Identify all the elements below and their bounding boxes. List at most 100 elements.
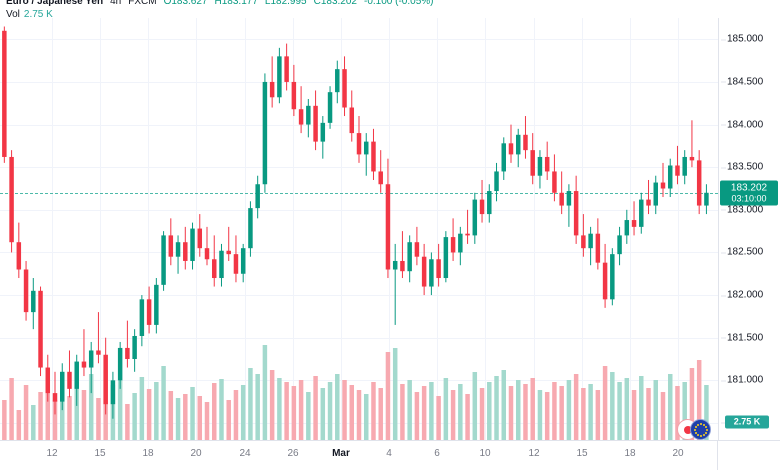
candle-body-bullish (110, 380, 116, 405)
eu-star (700, 423, 702, 426)
volume-bar (291, 386, 297, 440)
candle-body-bullish (624, 220, 630, 236)
candle-body-bearish (38, 290, 43, 368)
grid-line-horizontal (0, 167, 718, 169)
volume-badge[interactable]: 2.75 K (725, 415, 769, 429)
volume-bar (400, 384, 405, 440)
current-price-value: 183.202 (730, 182, 768, 194)
candle-body-bullish (117, 347, 123, 381)
volume-bar (9, 378, 14, 440)
candle-body-bearish (559, 192, 564, 206)
candle-body-bullish (154, 284, 159, 325)
volume-bar (226, 400, 231, 440)
candle-body-bearish (146, 299, 152, 325)
volume-bar (117, 380, 123, 440)
eu-star (700, 434, 702, 437)
candle-body-bullish (588, 233, 593, 249)
grid-line-vertical (293, 18, 294, 440)
volume-bar (646, 388, 651, 440)
volume-bar (284, 382, 289, 440)
price-tick-mark (721, 422, 726, 424)
volume-bar (38, 392, 43, 440)
volume-bar (197, 396, 203, 440)
volume-bar (139, 377, 145, 440)
candle-body-bearish (646, 199, 651, 206)
grid-line-vertical (630, 18, 631, 440)
volume-bar (559, 386, 564, 440)
volume-bar (349, 385, 355, 440)
current-price-time: 03:10:00 (731, 193, 767, 204)
eu-star (695, 431, 698, 434)
volume-bar (255, 374, 260, 440)
candle-body-bearish (291, 81, 297, 110)
volume-bar (385, 352, 391, 440)
volume-bar (96, 398, 101, 440)
time-tick-label: 15 (576, 448, 588, 459)
price-tick-mark (721, 124, 726, 126)
time-tick-label: 26 (287, 448, 299, 459)
candle-body-bullish (639, 199, 644, 227)
symbol-label[interactable]: Euro / Japanese Yen (6, 0, 104, 7)
candle-body-bullish (407, 242, 412, 272)
volume-bar (190, 387, 195, 440)
grid-line-vertical (52, 18, 53, 440)
candle-body-bearish (421, 256, 427, 287)
candle-body-bearish (436, 259, 441, 279)
candle-body-bearish (284, 56, 289, 82)
volume-bar (363, 394, 369, 440)
candle-body-bearish (523, 134, 528, 151)
volume-bar (67, 396, 72, 440)
volume-bar (313, 376, 318, 440)
volume-bar (494, 376, 499, 440)
volume-bar (581, 388, 586, 440)
chart-plot-area[interactable] (0, 18, 718, 440)
grid-line-horizontal (0, 81, 718, 83)
current-price-badge[interactable]: 183.202 03:10:00 (720, 180, 778, 206)
volume-bar (458, 384, 463, 440)
grid-line-vertical (100, 18, 101, 440)
grid-line-vertical (485, 18, 486, 440)
volume-bar (335, 374, 340, 440)
eu-star (697, 424, 700, 427)
volume-bar (356, 390, 362, 440)
candle-body-bearish (204, 248, 210, 260)
volume-bar (219, 379, 224, 440)
volume-bar (60, 388, 65, 440)
candle-body-bearish (168, 235, 174, 257)
candle-body-bearish (508, 143, 514, 155)
volume-bar (487, 382, 492, 440)
candle-body-bearish (45, 367, 51, 394)
volume-bar (689, 368, 695, 440)
price-tick-label: 184.000 (721, 119, 763, 130)
volume-bar (639, 376, 644, 440)
eu-star (695, 426, 698, 429)
candle-body-bearish (103, 354, 108, 405)
candle-body-bullish (392, 260, 398, 270)
volume-bar (523, 384, 528, 440)
volume-bar (2, 400, 7, 440)
eu-star (705, 429, 708, 431)
price-tick-mark (721, 167, 726, 169)
interval-label[interactable]: 4h (110, 0, 122, 7)
candle-body-bullish (60, 371, 65, 402)
time-scale[interactable]: 12 15 18 20 24 26 Mar 4 6 10 12 15 18 20 (0, 440, 780, 470)
time-tick-label: 24 (239, 448, 251, 459)
volume-bar (508, 386, 514, 440)
volume-bar (465, 394, 470, 440)
candle-body-bearish (479, 199, 485, 215)
candle-body-bullish (31, 290, 36, 313)
ohlc-change: -0.100 (-0.05%) (364, 0, 434, 7)
candle-body-bearish (81, 361, 87, 368)
volume-bar (154, 382, 159, 440)
candle-body-bearish (2, 30, 7, 157)
eu-star (702, 433, 705, 436)
time-tick-label: 6 (434, 448, 440, 459)
volume-bar (617, 382, 622, 440)
grid-line-vertical (534, 18, 535, 440)
price-scale[interactable]: 185.000 184.500 184.000 183.500 183.000 182.5… (718, 18, 780, 440)
candle-body-bearish (197, 228, 203, 249)
volume-bar (436, 396, 441, 440)
volume-bar (602, 366, 608, 440)
volume-bar (306, 392, 311, 440)
